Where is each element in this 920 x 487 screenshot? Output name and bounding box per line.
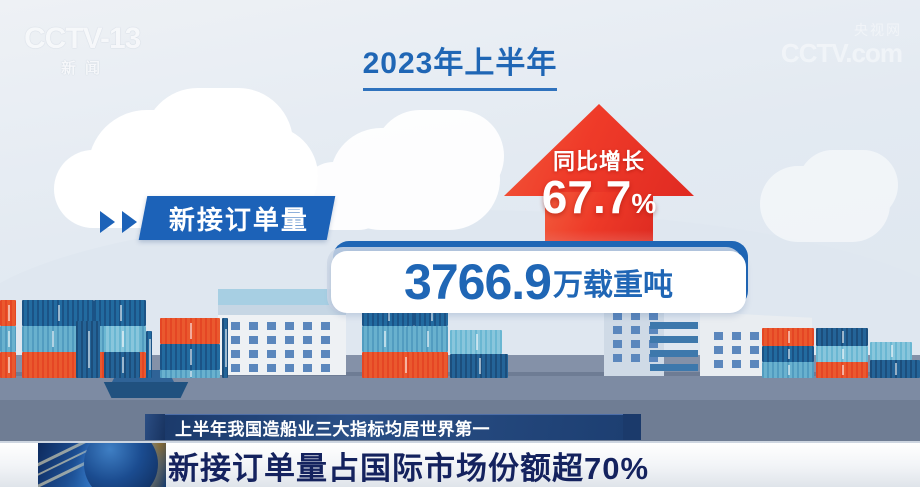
shipping-container: [104, 326, 140, 352]
metric-value: 3766.9: [404, 254, 552, 310]
shipping-container: [362, 352, 448, 378]
shipping-container: [450, 354, 508, 378]
metric-value-plate: 3766.9 万载重吨: [331, 251, 746, 313]
growth-value: 67.7%: [504, 174, 694, 220]
shipping-container: [22, 326, 82, 352]
shipping-container: [762, 346, 814, 362]
port-structure-stripes: [650, 322, 704, 378]
shipping-container: [222, 318, 228, 378]
shipping-container: [0, 300, 16, 326]
cargo-ship-hull: [103, 382, 189, 398]
caption-topic-bar: 上半年我国造船业三大指标均居世界第一: [165, 414, 623, 440]
caption-topic-text: 上半年我国造船业三大指标均居世界第一: [175, 420, 490, 439]
watermark-cn-text: 央视网: [854, 22, 902, 38]
shipping-container: [406, 326, 448, 352]
shipping-container: [762, 328, 814, 346]
cctv13-logo: CCTV-13 新闻: [24, 22, 146, 78]
metric-unit: 万载重吨: [552, 269, 673, 302]
shipping-container: [362, 326, 406, 352]
shipping-container: [816, 328, 868, 346]
cctv-web-watermark: 央视网 CCTV.com: [780, 20, 903, 68]
caption-left-notch: [145, 414, 167, 440]
building-windows: [613, 312, 658, 362]
shipping-container: [76, 321, 100, 378]
shipping-container: [0, 352, 16, 378]
shipping-container: [816, 346, 868, 362]
building-windows: [231, 322, 330, 372]
period-title-wrapper: 2023年上半年: [0, 38, 920, 91]
caption-headline-text: 新接订单量占国际市场份额超70%: [168, 450, 650, 486]
caption-topic-bar-tail: [623, 414, 641, 440]
growth-percent-sign: %: [631, 188, 657, 219]
metric-label-text: 新接订单量: [169, 204, 310, 235]
cloud-small: [740, 150, 920, 242]
shipping-container: [0, 326, 16, 352]
growth-number: 67.7: [541, 171, 632, 223]
globe-graphic-icon: [38, 443, 166, 487]
watermark-en-text: CCTV.com: [780, 38, 903, 68]
growth-arrow-up-icon: 同比增长 67.7%: [504, 104, 694, 252]
shipping-container: [160, 344, 220, 370]
metric-label-banner: 新接订单量: [138, 196, 336, 240]
cctv-logo-subtext: 新闻: [60, 60, 109, 77]
cctv-logo-text: CCTV-13: [24, 22, 141, 55]
chevron-accent-2-icon: [122, 211, 137, 233]
port-building-left: [218, 289, 346, 375]
shipping-container: [816, 362, 868, 378]
shipping-container: [160, 370, 220, 378]
shipping-container: [146, 331, 152, 378]
shipping-container: [870, 342, 912, 360]
shipping-container: [450, 330, 502, 354]
shipping-container: [870, 360, 920, 378]
shipping-container: [762, 362, 814, 378]
shipping-container: [160, 318, 220, 344]
chevron-accent-1-icon: [100, 211, 115, 233]
period-title: 2023年上半年: [362, 38, 558, 91]
shipping-container: [94, 300, 146, 326]
shipping-container: [104, 352, 140, 378]
cloud-medium: [300, 110, 530, 230]
growth-label: 同比增长: [552, 149, 645, 174]
